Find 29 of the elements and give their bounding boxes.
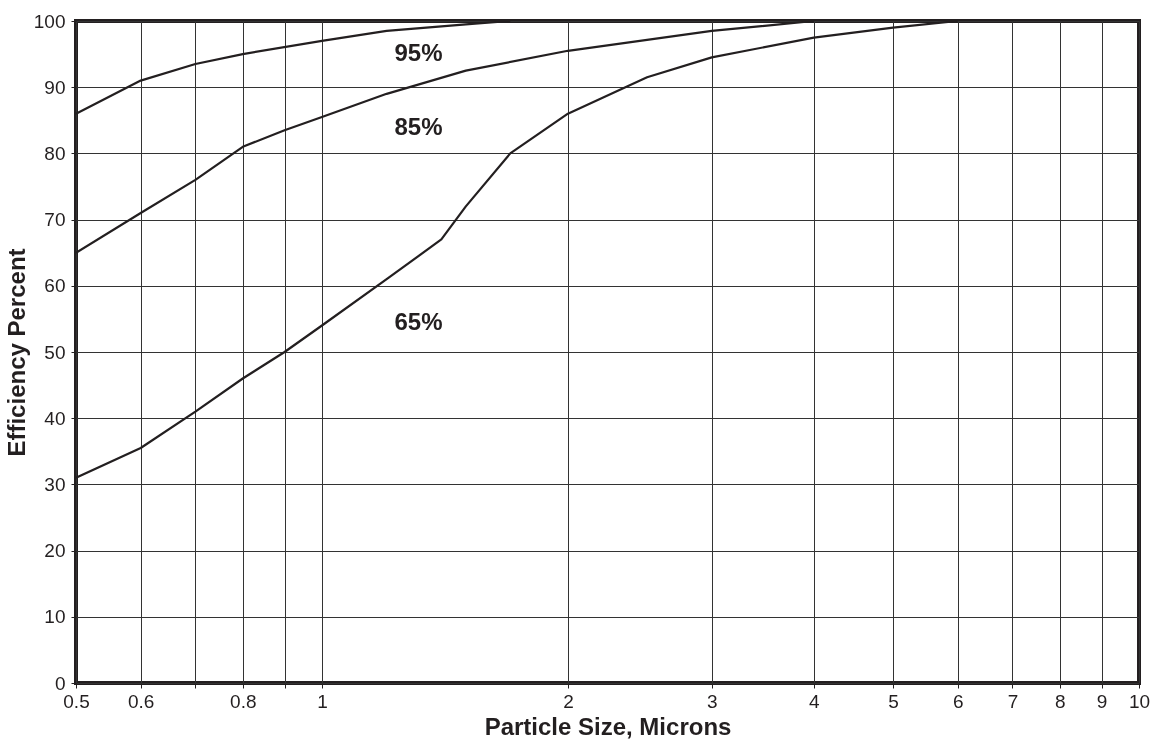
x-tick-label: 4	[809, 690, 821, 712]
y-tick-label: 10	[44, 606, 66, 628]
y-tick-label: 80	[44, 142, 66, 164]
x-tick-label: 0.8	[230, 690, 257, 712]
x-tick-label: 10	[1128, 690, 1151, 712]
series-label: 65%	[394, 307, 443, 335]
x-tick-label: 0.5	[63, 690, 90, 712]
x-tick-label: 3	[707, 690, 718, 712]
x-axis-title: Particle Size, Microns	[484, 712, 732, 740]
y-tick-label: 50	[44, 341, 66, 363]
y-tick-label: 40	[44, 407, 66, 429]
x-tick-label: 7	[1007, 690, 1019, 712]
y-tick-label: 90	[44, 76, 66, 98]
series-label: 95%	[394, 39, 443, 67]
y-tick-label: 20	[44, 540, 66, 562]
y-tick-label: 70	[44, 209, 66, 231]
x-tick-label: 0.6	[127, 690, 155, 712]
x-tick-label: 5	[888, 690, 899, 712]
x-tick-label: 8	[1055, 690, 1066, 712]
y-axis-title: Efficiency Percent	[2, 248, 30, 457]
x-tick-label: 6	[952, 690, 964, 712]
x-tick-label: 9	[1096, 690, 1108, 712]
y-tick-label: 30	[44, 473, 66, 495]
x-tick-label: 1	[317, 690, 328, 712]
y-tick-label: 0	[54, 672, 66, 694]
x-tick-label: 2	[563, 690, 574, 712]
y-tick-label: 100	[33, 10, 66, 32]
y-tick-label: 60	[44, 275, 66, 297]
series-label: 85%	[394, 113, 443, 141]
